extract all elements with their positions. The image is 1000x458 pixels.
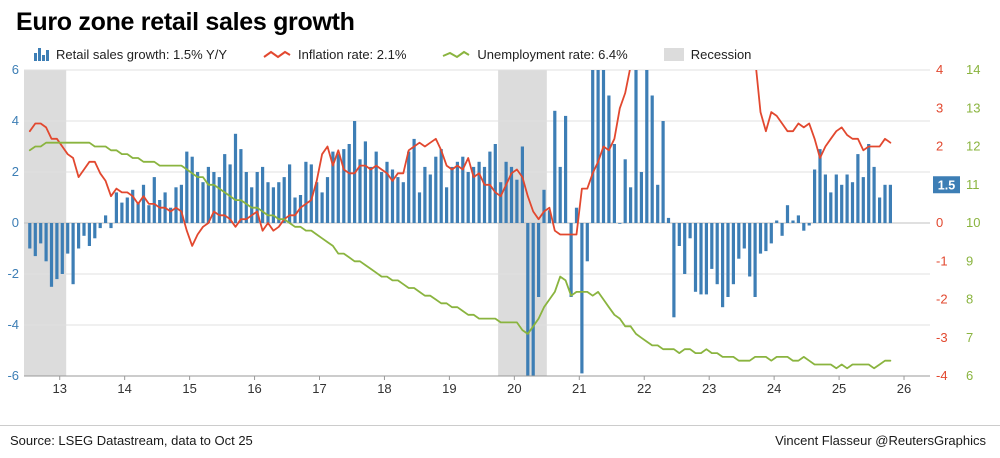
chart-plot: 13 14 15 16 17 18 19 20 21 22 23 24 25 266420-2-4-643…: [7, 64, 980, 396]
footer: Source: LSEG Datastream, data to Oct 25 …: [0, 425, 1000, 458]
source-note: Source: LSEG Datastream, data to Oct 25: [10, 433, 253, 448]
legend-item-unemployment: Unemployment rate: 6.4%: [442, 46, 628, 62]
svg-text:7: 7: [966, 330, 973, 345]
svg-text:2: 2: [12, 164, 19, 179]
svg-text:-3: -3: [936, 330, 948, 345]
legend-item-retail: Retail sales growth: 1.5% Y/Y: [34, 47, 227, 62]
svg-text:9: 9: [966, 253, 973, 268]
y-axis-inflation: 43210-1-2-3-4: [936, 64, 948, 383]
latest-value-badge: 1.5: [933, 176, 960, 193]
legend-inflation-label: Inflation rate: 2.1%: [298, 46, 407, 62]
legend-item-recession: Recession: [663, 46, 752, 62]
svg-text:15: 15: [182, 381, 196, 396]
svg-text:10: 10: [966, 215, 980, 230]
inflation-line-icon: [263, 50, 291, 58]
unemployment-line: [28, 141, 892, 369]
recession-swatch-icon: [663, 47, 684, 61]
unemployment-line-icon: [443, 50, 470, 58]
inflation-line: [28, 69, 892, 247]
svg-text:-2: -2: [936, 291, 948, 306]
svg-text:0: 0: [936, 215, 943, 230]
svg-text:-6: -6: [7, 368, 19, 383]
svg-text:16: 16: [247, 381, 261, 396]
y-axis-left: 6 4 2 0 -2 -4 -6: [7, 64, 19, 383]
svg-text:-4: -4: [936, 368, 948, 383]
chart-title: Euro zone retail sales growth: [16, 8, 355, 36]
svg-text:6: 6: [966, 368, 973, 383]
svg-text:24: 24: [767, 381, 781, 396]
svg-text:1.5: 1.5: [938, 178, 955, 192]
x-axis: 13 14 15 16 17 18 19 20 21 22 23 24 25 26: [24, 375, 930, 396]
plot-area: 13 14 15 16 17 18 19 20 21 22 23 24 25 26 6 4 2 0 -2 -4 -6 4 3…: [0, 64, 1000, 412]
retail-bars-icon: [34, 47, 49, 61]
svg-text:13: 13: [52, 381, 66, 396]
svg-text:22: 22: [637, 381, 651, 396]
svg-text:8: 8: [966, 291, 973, 306]
legend-item-inflation: Inflation rate: 2.1%: [263, 47, 406, 62]
svg-text:-2: -2: [7, 266, 19, 281]
svg-text:6: 6: [12, 64, 19, 77]
svg-text:11: 11: [966, 177, 980, 192]
svg-text:18: 18: [377, 381, 391, 396]
svg-text:21: 21: [572, 381, 586, 396]
chart-card: Euro zone retail sales growth Retail sal…: [0, 8, 1000, 458]
legend-unemployment-label: Unemployment rate: 6.4%: [477, 46, 628, 62]
svg-text:25: 25: [832, 381, 846, 396]
svg-text:17: 17: [312, 381, 326, 396]
svg-text:20: 20: [507, 381, 521, 396]
legend-retail-label: Retail sales growth: 1.5% Y/Y: [56, 46, 228, 62]
svg-text:19: 19: [442, 381, 456, 396]
svg-text:14: 14: [966, 64, 980, 77]
svg-text:4: 4: [12, 113, 19, 128]
legend-recession-label: Recession: [690, 46, 752, 62]
svg-text:-4: -4: [7, 317, 19, 332]
svg-text:12: 12: [966, 138, 980, 153]
svg-text:14: 14: [117, 381, 131, 396]
svg-text:0: 0: [12, 215, 19, 230]
credit-note: Vincent Flasseur @ReutersGraphics: [775, 433, 986, 448]
retail-bars: [28, 69, 892, 376]
svg-text:3: 3: [936, 100, 943, 115]
legend: Retail sales growth: 1.5% Y/Y Inflation …: [34, 47, 1000, 62]
svg-text:-1: -1: [936, 253, 948, 268]
svg-text:26: 26: [897, 381, 911, 396]
svg-text:4: 4: [936, 64, 943, 77]
svg-text:2: 2: [936, 138, 943, 153]
svg-text:13: 13: [966, 100, 980, 115]
y-axis-unemployment: 14 13 12 11 10 9 8 7 6: [966, 64, 980, 383]
svg-text:23: 23: [702, 381, 716, 396]
